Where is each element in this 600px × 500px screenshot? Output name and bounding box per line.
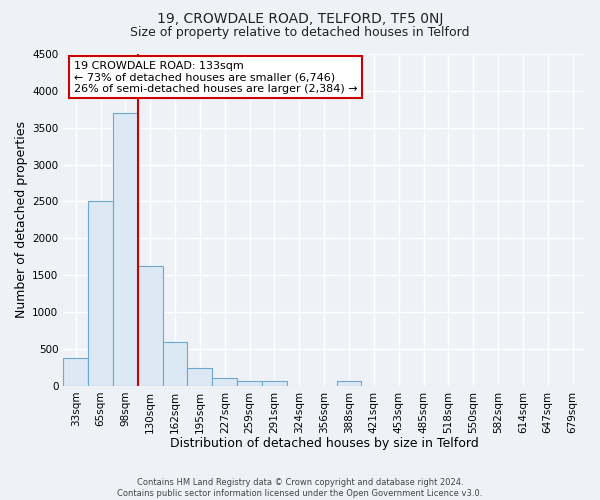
Bar xyxy=(138,266,163,386)
Bar xyxy=(212,378,237,386)
Text: 19 CROWDALE ROAD: 133sqm
← 73% of detached houses are smaller (6,746)
26% of sem: 19 CROWDALE ROAD: 133sqm ← 73% of detach… xyxy=(74,60,358,94)
Bar xyxy=(337,382,361,386)
Text: Contains HM Land Registry data © Crown copyright and database right 2024.
Contai: Contains HM Land Registry data © Crown c… xyxy=(118,478,482,498)
Bar xyxy=(113,113,138,386)
Bar xyxy=(187,368,212,386)
Bar xyxy=(262,382,287,386)
Bar xyxy=(88,202,113,386)
Text: Size of property relative to detached houses in Telford: Size of property relative to detached ho… xyxy=(130,26,470,39)
Bar xyxy=(63,358,88,386)
Text: 19, CROWDALE ROAD, TELFORD, TF5 0NJ: 19, CROWDALE ROAD, TELFORD, TF5 0NJ xyxy=(157,12,443,26)
X-axis label: Distribution of detached houses by size in Telford: Distribution of detached houses by size … xyxy=(170,437,479,450)
Bar xyxy=(163,342,187,386)
Y-axis label: Number of detached properties: Number of detached properties xyxy=(15,122,28,318)
Bar xyxy=(237,382,262,386)
